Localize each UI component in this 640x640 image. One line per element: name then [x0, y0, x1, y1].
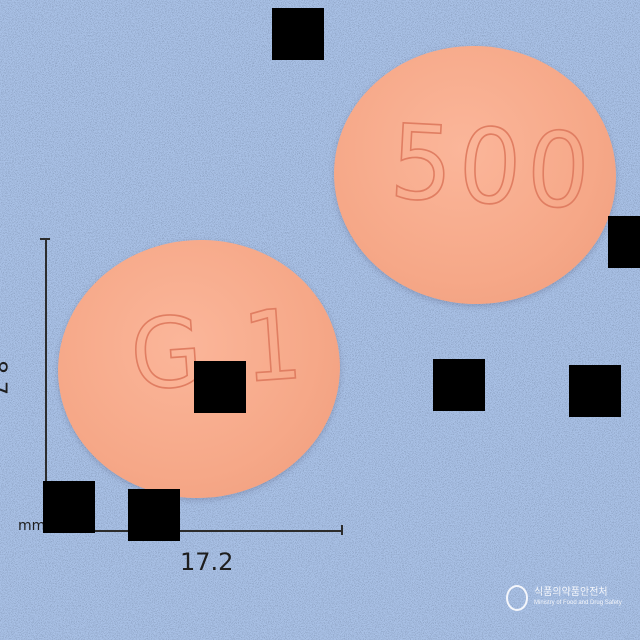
occlusion-square	[128, 489, 180, 541]
back-tablet-imprint: 500	[387, 102, 600, 234]
width-ruler-line	[45, 530, 343, 532]
occlusion-square	[43, 481, 95, 533]
width-ruler-end-tick	[341, 525, 343, 535]
occlusion-square	[194, 361, 246, 413]
occlusion-square	[569, 365, 621, 417]
watermark-subtitle: Ministry of Food and Drug Safety	[534, 600, 622, 606]
width-label: 17.2	[180, 548, 234, 576]
unit-label: mm	[18, 518, 46, 534]
height-ruler-top-tick	[40, 238, 50, 240]
mfds-watermark: 식품의약품안전처 Ministry of Food and Drug Safet…	[506, 583, 630, 617]
height-ruler-line	[45, 238, 47, 530]
occlusion-square	[272, 8, 324, 60]
occlusion-square	[433, 359, 485, 411]
height-label: 8.7	[0, 360, 10, 395]
watermark-title: 식품의약품안전처	[534, 587, 608, 598]
mfds-logo-icon	[506, 585, 528, 611]
occlusion-square	[608, 216, 640, 268]
